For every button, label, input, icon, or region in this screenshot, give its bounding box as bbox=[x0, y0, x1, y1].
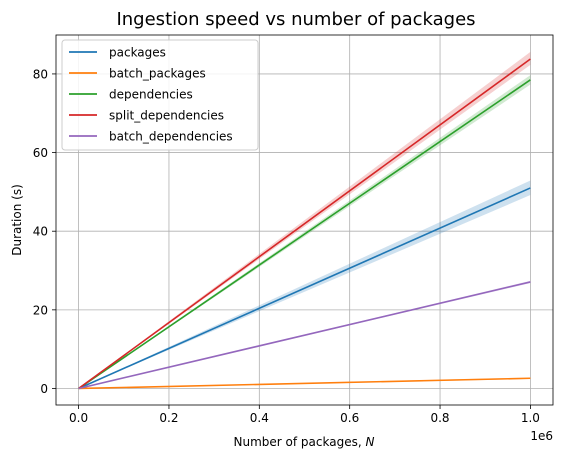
y-axis-label: Duration (s) bbox=[10, 184, 24, 256]
chart-title: Ingestion speed vs number of packages bbox=[116, 9, 475, 30]
x-tick-label: 0.6 bbox=[340, 411, 359, 425]
x-tick-label: 0.2 bbox=[159, 411, 178, 425]
y-tick-label: 60 bbox=[33, 146, 48, 160]
band-dependencies bbox=[78, 75, 531, 389]
series-lines bbox=[78, 58, 531, 390]
band-packages bbox=[78, 180, 531, 389]
band-split_dependencies bbox=[78, 51, 531, 389]
y-axis-ticks: 0 20 40 60 80 bbox=[33, 67, 56, 396]
x-axis-label: Number of packages, N bbox=[234, 435, 375, 449]
x-tick-label: 1.0 bbox=[521, 411, 540, 425]
y-tick-label: 40 bbox=[33, 225, 48, 239]
y-tick-label: 0 bbox=[40, 382, 48, 396]
x-tick-label: 0.0 bbox=[69, 411, 88, 425]
x-tick-label: 0.8 bbox=[430, 411, 449, 425]
line-dependencies bbox=[78, 79, 531, 390]
legend-label: split_dependencies bbox=[109, 109, 224, 123]
legend-label: batch_packages bbox=[109, 67, 206, 81]
x-axis-ticks: 0.0 0.2 0.4 0.6 0.8 1.0 bbox=[69, 405, 540, 425]
y-tick-label: 20 bbox=[33, 303, 48, 317]
line-packages bbox=[78, 187, 531, 390]
line-batch_dependencies bbox=[78, 281, 531, 390]
x-axis-label-main: Number of packages, bbox=[234, 435, 366, 449]
y-tick-label: 80 bbox=[33, 67, 48, 81]
x-axis-label-variable: N bbox=[365, 435, 374, 449]
legend-frame bbox=[61, 39, 259, 151]
legend: packages batch_packages dependencies split_… bbox=[61, 39, 259, 151]
line-batch_packages bbox=[78, 377, 531, 390]
legend-label: dependencies bbox=[109, 88, 193, 102]
legend-label: packages bbox=[109, 46, 166, 60]
line-split_dependencies bbox=[78, 58, 531, 390]
legend-label: batch_dependencies bbox=[109, 130, 233, 144]
x-axis-multiplier: 1e6 bbox=[530, 429, 553, 443]
plot-frame bbox=[55, 34, 554, 406]
x-tick-label: 0.4 bbox=[250, 411, 269, 425]
